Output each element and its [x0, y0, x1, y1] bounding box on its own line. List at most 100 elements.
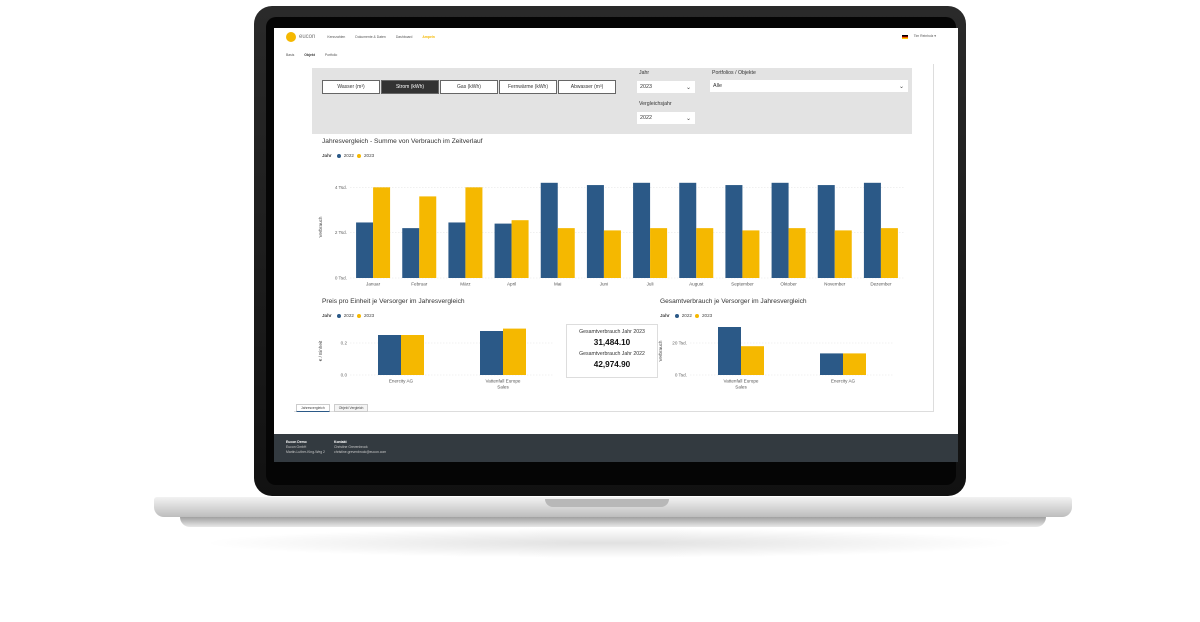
x-tick-label: November — [824, 282, 846, 287]
nav-item-ampeln[interactable]: Ampeln — [422, 35, 435, 39]
footer-company-name: Eucon GmbH — [286, 445, 307, 449]
portfolio-label: Portfolios / Objekte — [712, 70, 756, 76]
legend-2023-label: 2023 — [363, 153, 375, 158]
x-tick-label: April — [507, 282, 516, 287]
bar-2023-vattenfall-europe-sales — [503, 328, 526, 375]
legend-2023-label: 2023 — [363, 313, 375, 318]
x-tick-label: August — [689, 282, 704, 287]
bar-2022-märz — [448, 222, 466, 278]
y-tick-label: 0 Tsd. — [675, 373, 687, 378]
x-tick-label: Juli — [647, 282, 654, 287]
bar-2023-juni — [603, 230, 621, 278]
y-tick-label: 2 Tsd. — [335, 230, 347, 235]
legend-2022-label: 2022 — [681, 313, 692, 318]
bar-2023-enercity-ag — [401, 335, 424, 375]
bar-2023-april — [511, 220, 529, 278]
footer-company-address: Martin-Luther-King-Weg 2 — [286, 450, 325, 454]
bar-2023-enercity-ag — [843, 353, 866, 375]
bar-2023-september — [742, 230, 760, 278]
user-menu[interactable]: Tim Reinholz ▾ — [913, 34, 936, 38]
x-tick-label: Sales — [735, 385, 747, 390]
y-tick-label: 0 Tsd. — [335, 276, 347, 281]
legend-title: Jahr — [322, 153, 332, 158]
footer-contact-title: Kontakt — [334, 440, 347, 444]
chevron-down-icon: ⌄ — [685, 84, 691, 91]
jahr-value: 2023 — [640, 84, 652, 90]
media-button-fernwaerme[interactable]: Fernwärme (kWh) — [499, 80, 557, 94]
legend-jahresvergleich: Jahr 2022 2023 — [322, 153, 374, 158]
footer: Eucon Demo Eucon GmbH Martin-Luther-King… — [274, 434, 958, 462]
kpi-value-2023: 31,484.10 — [593, 338, 631, 347]
bar-2022-juli — [633, 182, 651, 278]
footer-contact-email[interactable]: christine.grevenbrock@eucon.com — [334, 450, 387, 454]
subnav-portfolio[interactable]: Portfolio — [324, 53, 338, 57]
legend-2022-dot — [336, 153, 341, 158]
report-tab-objekt-vergleich[interactable]: Objekt Vergleich — [333, 404, 369, 412]
chart-title-preis: Preis pro Einheit je Versorger im Jahres… — [322, 298, 465, 305]
bar-2023-mai — [557, 228, 575, 278]
kpi-label-2022: Gesamtverbrauch Jahr 2022 — [579, 351, 645, 357]
report-tabs: Jahresvergleich Objekt Vergleich — [296, 404, 369, 412]
bar-2023-dezember — [880, 228, 898, 278]
filter-panel: Wasser (m³) Strom (kWh) Gas (kWh) Fernwä… — [312, 68, 912, 134]
report-frame — [294, 64, 934, 412]
x-tick-label: Enercity AG — [389, 379, 414, 384]
chart-title-gesamt: Gesamtverbrauch je Versorger im Jahresve… — [660, 298, 807, 305]
kpi-value-2022: 42,974.90 — [593, 360, 631, 369]
vergleichsjahr-value: 2022 — [640, 115, 652, 121]
media-button-wasser[interactable]: Wasser (m³) — [322, 80, 380, 94]
y-axis-label: € / Einheit — [318, 340, 323, 361]
media-button-abwasser[interactable]: Abwasser (m³) — [558, 80, 616, 94]
bar-2023-juli — [650, 228, 668, 278]
legend-2023-dot — [356, 313, 361, 318]
y-axis-label: Verbrauch — [318, 216, 323, 237]
bar-2022-enercity-ag — [820, 353, 843, 375]
jahr-select[interactable]: 2023 ⌄ — [637, 81, 695, 93]
bar-2022-januar — [356, 222, 374, 278]
footer-contact: Kontakt Christine Grevenbrock christine.… — [334, 440, 386, 455]
legend-gesamt: Jahr 2022 2023 — [660, 313, 712, 318]
chart-preis: 0.0 0.2 € / Einheit Enercity AG Vattenfall E… — [318, 328, 554, 390]
x-tick-label: Vattenfall Europe — [486, 379, 521, 384]
portfolio-select[interactable]: Alle ⌄ — [710, 80, 908, 92]
bar-2023-november — [834, 230, 852, 278]
app-screen: eucon Kennzahlen Dokumente & Daten Dashb… — [274, 28, 958, 462]
y-tick-label: 20 Tsd. — [672, 341, 687, 346]
y-tick-label: 4 Tsd. — [335, 185, 347, 190]
x-tick-label: März — [460, 282, 471, 287]
media-button-group: Wasser (m³) Strom (kWh) Gas (kWh) Fernwä… — [322, 80, 616, 94]
x-tick-label: September — [731, 282, 754, 287]
german-flag-icon[interactable] — [902, 35, 908, 39]
vergleichsjahr-select[interactable]: 2022 ⌄ — [637, 112, 695, 124]
bar-2022-september — [725, 185, 743, 278]
report-tab-jahresvergleich[interactable]: Jahresvergleich — [296, 404, 330, 412]
media-button-strom[interactable]: Strom (kWh) — [381, 80, 439, 94]
laptop-notch — [545, 499, 669, 507]
subnav-objekt[interactable]: Objekt — [304, 53, 315, 57]
chevron-down-icon: ⌄ — [685, 115, 691, 122]
subnav-basis[interactable]: Basis — [286, 53, 295, 57]
chart-title-jahresvergleich: Jahresvergleich - Summe von Verbrauch im… — [322, 138, 483, 145]
bar-2022-vattenfall-europe-sales — [480, 331, 503, 375]
legend-title: Jahr — [660, 313, 670, 318]
nav-item-kennzahlen[interactable]: Kennzahlen — [327, 35, 346, 39]
eucon-logo-icon[interactable] — [286, 32, 296, 42]
y-tick-label: 0.0 — [341, 373, 348, 378]
bar-2022-februar — [402, 228, 420, 278]
vergleichsjahr-label: Vergleichsjahr — [639, 101, 672, 107]
x-tick-label: Juni — [600, 282, 608, 287]
x-tick-label: Enercity AG — [831, 379, 856, 384]
bar-2022-juni — [586, 185, 604, 278]
portfolio-value: Alle — [713, 83, 722, 89]
footer-company: Eucon Demo Eucon GmbH Martin-Luther-King… — [286, 440, 325, 455]
chart-gesamt: 0 Tsd. 20 Tsd. Verbrauch Vattenfall EuropeS… — [658, 327, 894, 390]
bar-2022-dezember — [863, 182, 881, 278]
bar-2023-august — [696, 228, 714, 278]
nav-item-dokumente[interactable]: Dokumente & Daten — [355, 35, 386, 39]
bar-2022-vattenfall-europe-sales — [718, 327, 741, 375]
nav-item-dashboard[interactable]: Dashboard — [395, 35, 413, 39]
bar-2022-mai — [540, 182, 558, 278]
media-button-gas[interactable]: Gas (kWh) — [440, 80, 498, 94]
jahr-label: Jahr — [639, 70, 650, 76]
legend-2023-label: 2023 — [701, 313, 713, 318]
